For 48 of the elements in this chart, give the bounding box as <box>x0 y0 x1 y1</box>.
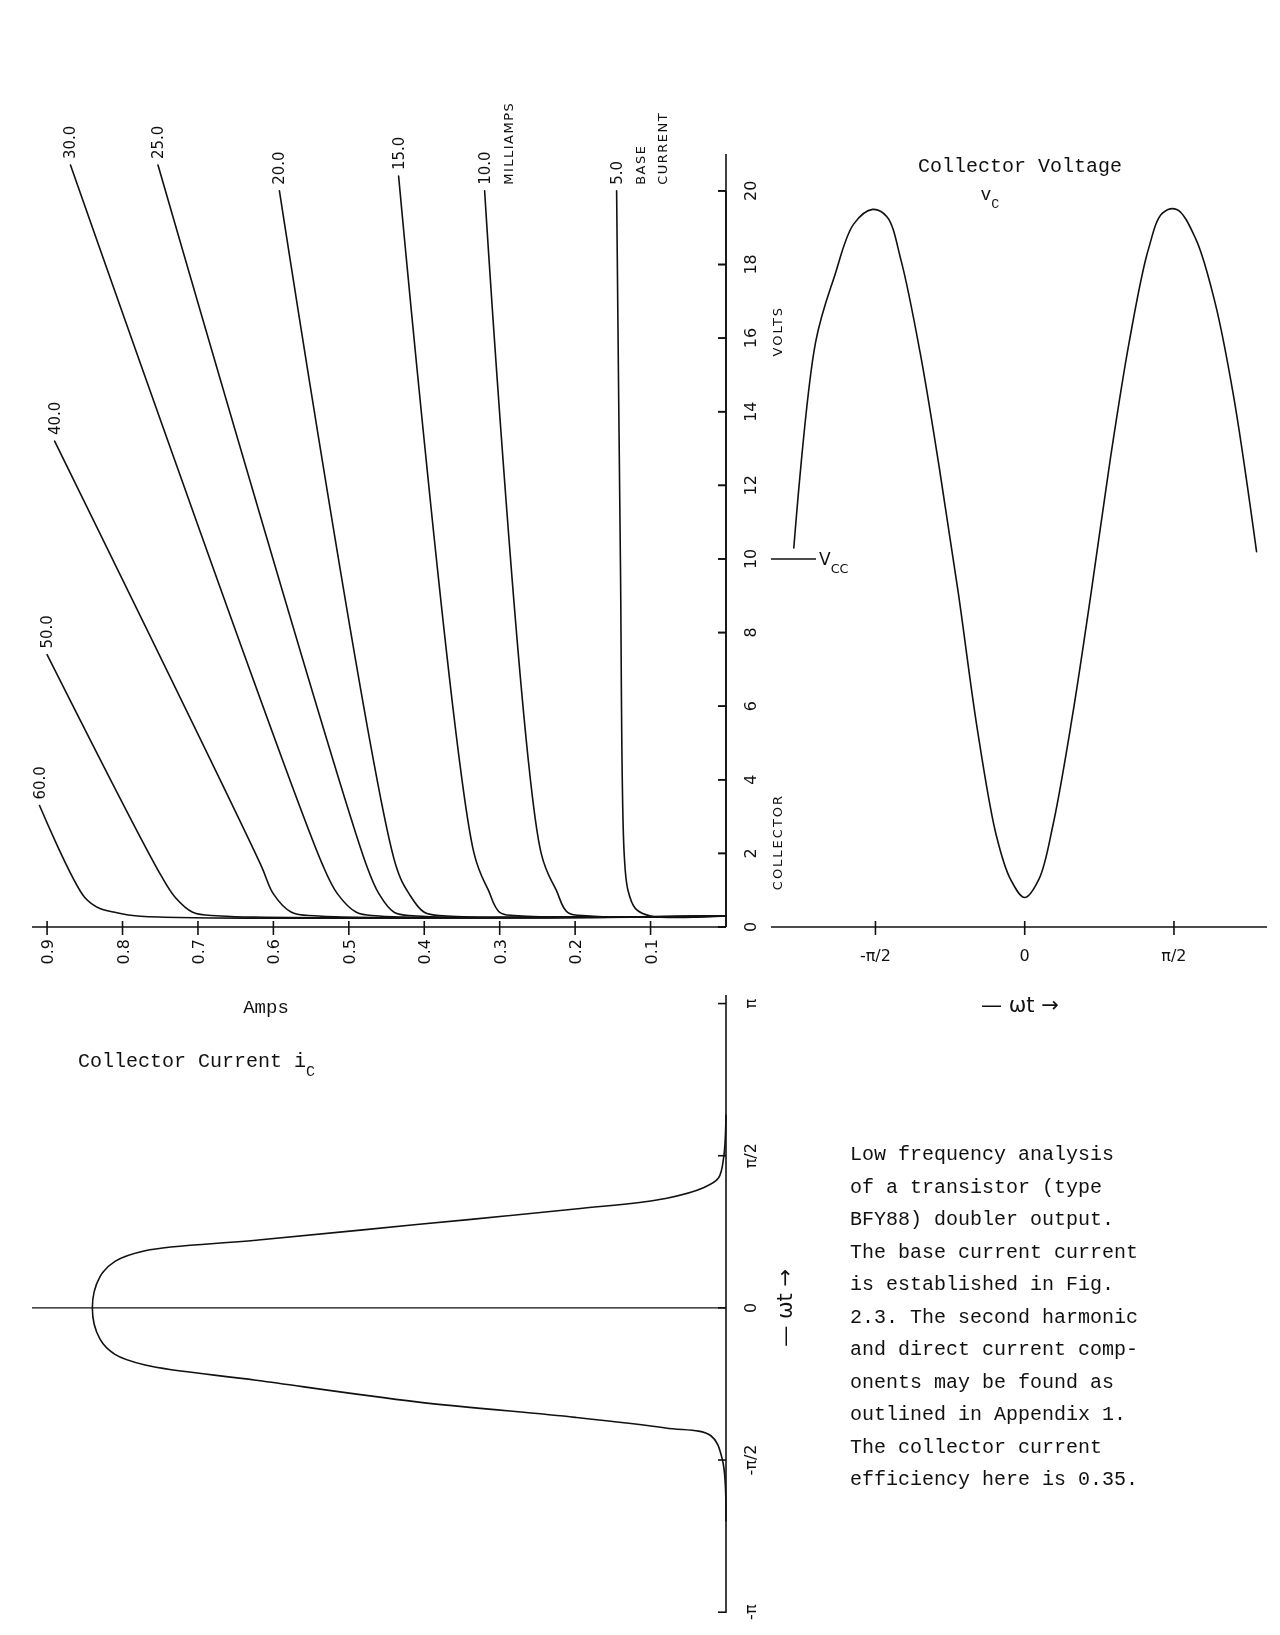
text: 5.0 <box>607 160 626 185</box>
y-tick-label: 2 <box>740 848 760 859</box>
text: 60.0 <box>30 766 49 800</box>
x-tick-label: 0 <box>1019 946 1030 965</box>
y-tick-label: -π/2 <box>740 1444 760 1476</box>
ref-line-label: V$_{CC}$ <box>819 549 849 576</box>
text: 10.0 <box>475 151 494 185</box>
text: 25.0 <box>148 125 167 160</box>
x-tick-label: π/2 <box>1161 946 1187 965</box>
y-tick-label: 6 <box>740 701 760 712</box>
x-tick-label: 0.2 <box>566 939 586 965</box>
text: Low frequency analysis of a transistor (type BFY88) doubler output. The base current current is established in Fig. 2.3. The second harmonic and direct current comp- onents may be found as outlined in Appendix 1. The collector current efficiency here is 0.35. <box>850 1143 1139 1491</box>
text: Collector Current i$_{C}$ <box>78 1050 316 1081</box>
text: 30.0 <box>61 125 80 160</box>
text: 20.0 <box>270 151 289 185</box>
y-tick-label: -π <box>740 1604 760 1620</box>
chart-subtitle: v$_{C}$ <box>980 185 1000 212</box>
y-tick-label: 0 <box>740 1302 760 1313</box>
y-tick-label: 4 <box>740 774 760 785</box>
x-tick-label: 0.8 <box>113 939 133 965</box>
y-tick-label: 8 <box>740 627 760 638</box>
annotation: MILLIAMPS <box>500 101 516 185</box>
y-tick-label: 0 <box>740 921 760 933</box>
x-tick-label: 0.5 <box>339 939 359 965</box>
y-axis-title: — ωt → <box>773 1268 797 1347</box>
y-tick-label: 10 <box>740 548 760 570</box>
text: COLLECTOR VOLTS <box>770 305 785 891</box>
y-tick-label: 14 <box>740 401 760 422</box>
chart-title: Collector Voltage <box>917 155 1123 178</box>
x-tick-label: 0.9 <box>38 939 58 965</box>
x-tick-label: 0.6 <box>264 939 284 965</box>
y-tick-label: π/2 <box>740 1143 760 1169</box>
y-tick-label: 12 <box>740 475 760 496</box>
y-tick-label: 16 <box>740 327 760 349</box>
y-tick-label: 18 <box>740 254 760 275</box>
x-tick-label: 0.4 <box>415 939 435 965</box>
text: 50.0 <box>38 615 57 649</box>
x-axis-title: Amps <box>243 997 289 1019</box>
x-tick-label: 0.7 <box>188 939 208 965</box>
y-tick-label: π <box>740 998 760 1009</box>
text: 40.0 <box>45 401 64 436</box>
x-tick-label: 0.1 <box>641 939 661 965</box>
x-tick-label: -π/2 <box>859 946 891 965</box>
annotation: BASE CURRENT <box>632 111 670 185</box>
x-axis-title: — ωt → <box>981 993 1059 1017</box>
y-tick-label: 20 <box>740 180 760 201</box>
x-tick-label: 0.3 <box>490 939 510 965</box>
text: 15.0 <box>389 136 408 171</box>
